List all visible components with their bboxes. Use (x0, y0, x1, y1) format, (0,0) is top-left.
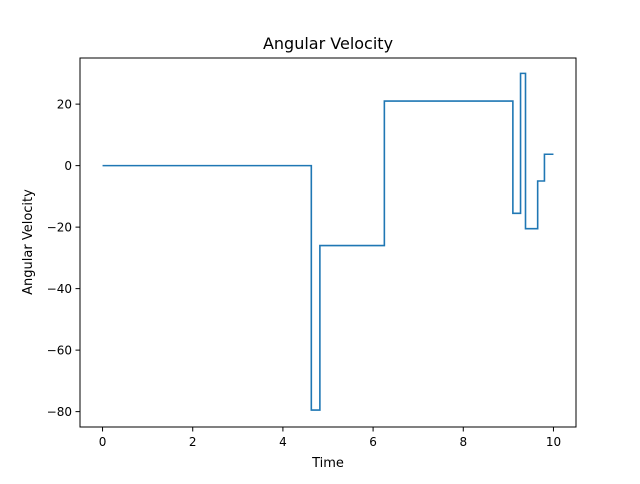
x-tick-label: 10 (546, 435, 561, 449)
series-line (102, 72, 554, 411)
chart-title: Angular Velocity (263, 34, 393, 53)
x-tick-label: 2 (189, 435, 197, 449)
x-axis-ticks: 0 2 4 6 8 10 (99, 427, 561, 449)
y-tick-label: −80 (47, 405, 72, 419)
x-tick-label: 8 (459, 435, 467, 449)
x-tick-label: 0 (99, 435, 107, 449)
x-tick-label: 6 (369, 435, 377, 449)
plot-area (102, 72, 554, 411)
y-tick-label: −60 (47, 344, 72, 358)
x-axis-label: Time (311, 456, 344, 471)
axes-frame (79, 57, 577, 428)
y-axis-ticks: 20 0 −20 −40 −60 −80 (47, 98, 80, 419)
y-tick-label: −40 (47, 282, 72, 296)
y-tick-label: 0 (64, 159, 72, 173)
y-axis-label: Angular Velocity (21, 189, 36, 295)
y-tick-label: −20 (47, 221, 72, 235)
y-tick-label: 20 (57, 98, 72, 112)
x-tick-label: 4 (279, 435, 287, 449)
